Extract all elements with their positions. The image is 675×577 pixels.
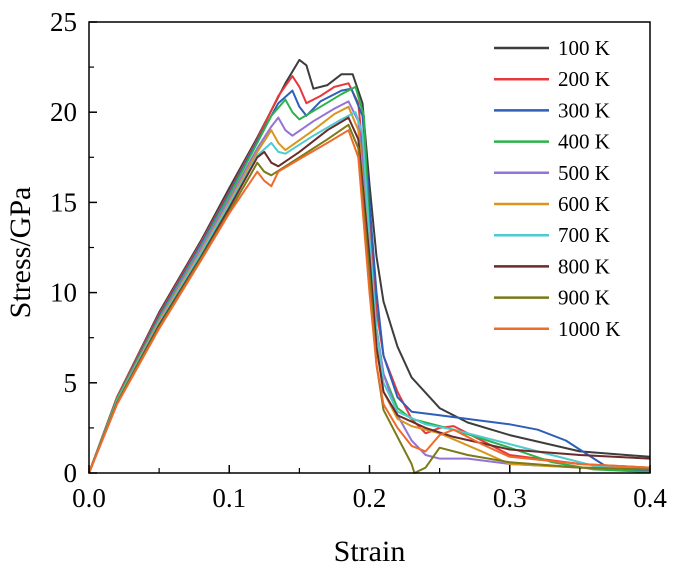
plot-lines (88, 58, 651, 474)
y-tick-label: 25 (50, 7, 77, 37)
legend-item: 600 K (494, 192, 610, 216)
series-line-800k (88, 116, 651, 474)
legend-label: 400 K (558, 130, 610, 154)
series-line-100k (88, 58, 651, 474)
x-tick-label: 0.1 (212, 483, 246, 513)
y-tick-label: 20 (50, 97, 77, 127)
legend-label: 700 K (558, 223, 610, 247)
legend-item: 800 K (494, 254, 610, 278)
y-axis-ticks: 0 5 10 15 20 25 (50, 7, 97, 488)
x-tick-label: 0.4 (633, 483, 667, 513)
legend-label: 900 K (558, 286, 610, 310)
y-axis-title: Stress/GPa (4, 187, 37, 319)
series-line-500k (88, 100, 651, 474)
legend: 100 K 200 K 300 K 400 K 500 K 600 K 700 K 800 K… (494, 36, 620, 341)
legend-item: 200 K (494, 67, 610, 91)
x-tick-label: 0.0 (72, 483, 106, 513)
legend-item: 700 K (494, 223, 610, 247)
legend-item: 100 K (494, 36, 610, 60)
legend-label: 600 K (558, 192, 610, 216)
x-axis-ticks: 0.0 0.1 0.2 0.3 0.4 (72, 465, 667, 513)
legend-item: 500 K (494, 161, 610, 185)
legend-label: 800 K (558, 254, 610, 278)
legend-label: 200 K (558, 67, 610, 91)
legend-label: 100 K (558, 36, 610, 60)
series-line-900k (88, 123, 651, 474)
y-tick-label: 5 (64, 368, 78, 398)
legend-label: 500 K (558, 161, 610, 185)
legend-label: 300 K (558, 98, 610, 122)
legend-item: 400 K (494, 130, 610, 154)
y-tick-label: 0 (64, 458, 78, 488)
x-tick-label: 0.2 (353, 483, 387, 513)
legend-item: 1000 K (494, 317, 620, 341)
legend-label: 1000 K (558, 317, 620, 341)
legend-item: 900 K (494, 286, 610, 310)
legend-item: 300 K (494, 98, 610, 122)
y-tick-label: 10 (50, 278, 77, 308)
series-line-700k (88, 111, 651, 474)
x-tick-label: 0.3 (493, 483, 527, 513)
y-tick-label: 15 (50, 187, 77, 217)
series-line-1000k (88, 129, 651, 474)
x-axis-title: Strain (334, 535, 406, 568)
